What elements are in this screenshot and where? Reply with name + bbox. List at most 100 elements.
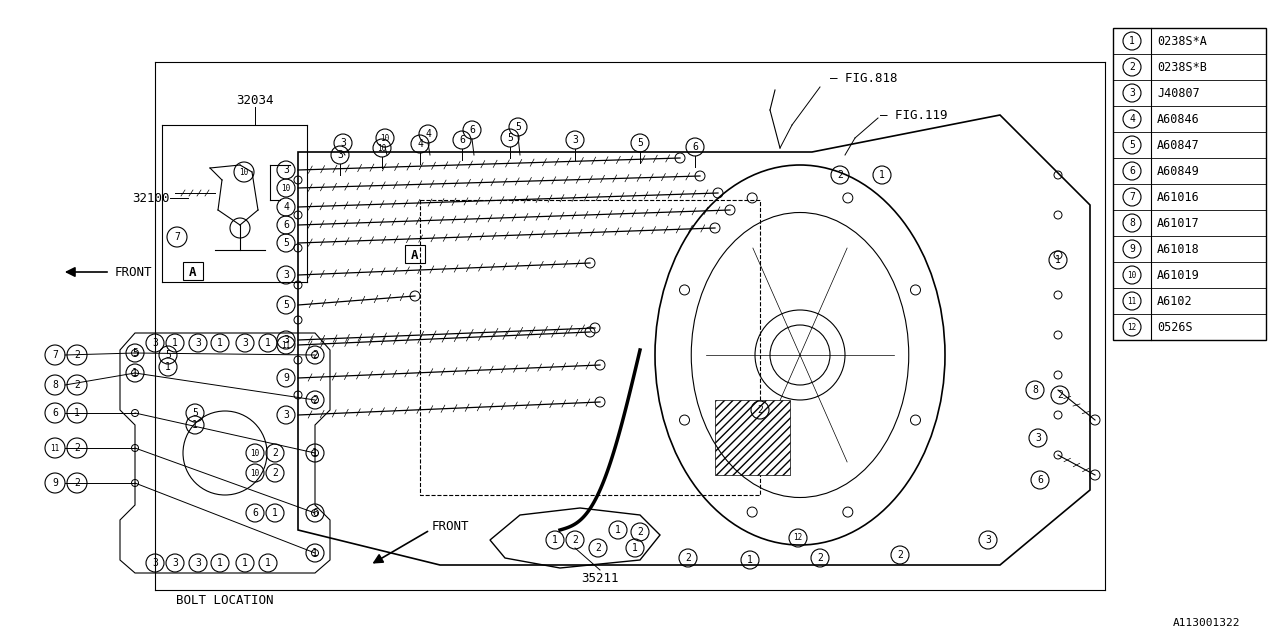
Text: 5: 5 xyxy=(507,133,513,143)
Text: 0526S: 0526S xyxy=(1157,321,1193,333)
Text: 11: 11 xyxy=(282,340,291,349)
Text: 8: 8 xyxy=(1032,385,1038,395)
Text: 3: 3 xyxy=(986,535,991,545)
Text: 2: 2 xyxy=(817,553,823,563)
Text: 3: 3 xyxy=(152,338,157,348)
Text: 10: 10 xyxy=(378,143,387,152)
Text: 10: 10 xyxy=(251,449,260,458)
Text: 1: 1 xyxy=(879,170,884,180)
Text: 7: 7 xyxy=(52,350,58,360)
Text: 9: 9 xyxy=(283,373,289,383)
Text: 5: 5 xyxy=(192,408,198,418)
Text: 1: 1 xyxy=(632,543,637,553)
Text: 10: 10 xyxy=(380,134,389,143)
Text: 8: 8 xyxy=(1129,218,1135,228)
Bar xyxy=(420,200,760,495)
Bar xyxy=(716,400,790,475)
Text: — FIG.818: — FIG.818 xyxy=(829,72,897,84)
Text: 2: 2 xyxy=(273,468,278,478)
Text: 3: 3 xyxy=(1129,88,1135,98)
Text: 12: 12 xyxy=(1128,323,1137,332)
Text: 35211: 35211 xyxy=(581,572,618,584)
Text: 5: 5 xyxy=(165,350,172,360)
Text: 1: 1 xyxy=(172,338,178,348)
Text: 1: 1 xyxy=(165,362,172,372)
Text: 2: 2 xyxy=(756,405,763,415)
Text: A60847: A60847 xyxy=(1157,138,1199,152)
Text: 5: 5 xyxy=(283,300,289,310)
Text: BOLT LOCATION: BOLT LOCATION xyxy=(177,593,274,607)
Text: A: A xyxy=(189,266,197,278)
Text: A: A xyxy=(411,248,419,262)
Text: 3: 3 xyxy=(283,270,289,280)
Text: 2: 2 xyxy=(1129,62,1135,72)
Text: 8: 8 xyxy=(52,380,58,390)
Text: 1: 1 xyxy=(265,338,271,348)
Text: 5: 5 xyxy=(1129,140,1135,150)
Text: A113001322: A113001322 xyxy=(1172,618,1240,628)
Text: 3: 3 xyxy=(1036,433,1041,443)
Text: 6: 6 xyxy=(468,125,475,135)
Text: 11: 11 xyxy=(50,444,60,452)
Text: 10: 10 xyxy=(1128,271,1137,280)
Text: 3: 3 xyxy=(283,335,289,345)
Text: 2: 2 xyxy=(897,550,902,560)
Text: 2: 2 xyxy=(74,478,79,488)
Text: 5: 5 xyxy=(283,238,289,248)
Text: 2: 2 xyxy=(837,170,844,180)
Bar xyxy=(404,245,425,263)
Text: A61016: A61016 xyxy=(1157,191,1199,204)
Text: — FIG.119: — FIG.119 xyxy=(881,109,947,122)
Text: 6: 6 xyxy=(692,142,698,152)
Text: 3: 3 xyxy=(572,135,579,145)
Text: 9: 9 xyxy=(52,478,58,488)
Text: 2: 2 xyxy=(1057,390,1062,400)
Text: 2: 2 xyxy=(572,535,579,545)
Text: A61017: A61017 xyxy=(1157,216,1199,230)
Text: 1: 1 xyxy=(242,558,248,568)
Text: 6: 6 xyxy=(1129,166,1135,176)
Text: 3: 3 xyxy=(195,558,201,568)
Text: 0238S*A: 0238S*A xyxy=(1157,35,1207,47)
Text: 1: 1 xyxy=(312,548,317,558)
Text: 4: 4 xyxy=(417,139,422,149)
Text: 7: 7 xyxy=(1129,192,1135,202)
Text: 2: 2 xyxy=(685,553,691,563)
Text: 2: 2 xyxy=(595,543,600,553)
Text: A6102: A6102 xyxy=(1157,294,1193,307)
Text: A61019: A61019 xyxy=(1157,269,1199,282)
Text: 1: 1 xyxy=(748,555,753,565)
Text: 1: 1 xyxy=(1129,36,1135,46)
Text: A60849: A60849 xyxy=(1157,164,1199,177)
Text: FRONT: FRONT xyxy=(433,520,470,534)
Text: 10: 10 xyxy=(251,468,260,477)
Text: 3: 3 xyxy=(152,558,157,568)
Text: 1: 1 xyxy=(74,408,79,418)
Text: 2: 2 xyxy=(273,448,278,458)
Text: 4: 4 xyxy=(283,202,289,212)
Text: 2: 2 xyxy=(74,350,79,360)
Text: 3: 3 xyxy=(340,138,346,148)
Text: 1: 1 xyxy=(552,535,558,545)
Text: 3: 3 xyxy=(242,338,248,348)
Text: A61018: A61018 xyxy=(1157,243,1199,255)
Text: 4: 4 xyxy=(1129,114,1135,124)
Text: FRONT: FRONT xyxy=(115,266,152,278)
Text: 6: 6 xyxy=(52,408,58,418)
Text: 4: 4 xyxy=(425,129,431,139)
Text: 1: 1 xyxy=(616,525,621,535)
Text: 12: 12 xyxy=(794,534,803,543)
Text: J40807: J40807 xyxy=(1157,86,1199,99)
Text: 11: 11 xyxy=(1128,296,1137,305)
Text: 2: 2 xyxy=(637,527,643,537)
Text: 10: 10 xyxy=(282,184,291,193)
Text: 6: 6 xyxy=(1037,475,1043,485)
Text: 3: 3 xyxy=(337,150,343,160)
Bar xyxy=(1114,28,1266,340)
Text: 5: 5 xyxy=(515,122,521,132)
Text: 32100: 32100 xyxy=(133,191,170,205)
Text: 1: 1 xyxy=(312,448,317,458)
Text: 6: 6 xyxy=(252,508,259,518)
Text: 3: 3 xyxy=(172,558,178,568)
Text: 2: 2 xyxy=(312,395,317,405)
